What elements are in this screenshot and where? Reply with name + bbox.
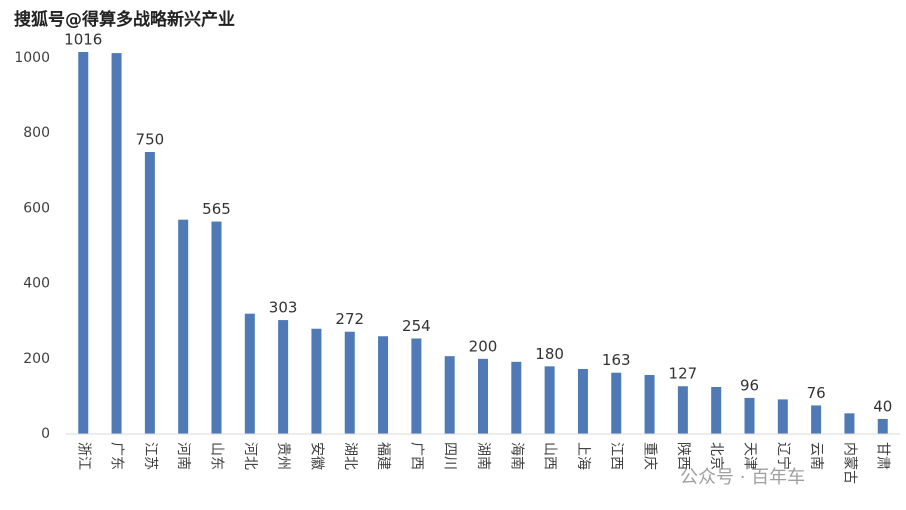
data-label: 163 — [602, 351, 631, 369]
bar — [378, 336, 389, 434]
x-tick-label: 陕西 — [675, 442, 691, 470]
x-tick-label: 湖北 — [342, 442, 358, 470]
x-tick-label: 安徽 — [308, 442, 324, 470]
bar — [677, 386, 688, 434]
x-tick-label: 贵州 — [275, 442, 291, 470]
bar — [411, 338, 422, 434]
bar — [144, 152, 155, 434]
bar — [544, 366, 555, 434]
y-tick-label: 1000 — [14, 50, 50, 66]
data-label: 565 — [202, 200, 231, 218]
bar — [711, 387, 722, 434]
data-label: 272 — [335, 310, 364, 328]
bar — [211, 221, 222, 434]
bar — [478, 358, 488, 434]
data-label: 254 — [402, 317, 431, 335]
x-tick-label: 上海 — [575, 442, 591, 470]
x-tick-label: 河南 — [175, 442, 191, 470]
data-label: 76 — [807, 384, 826, 402]
bar — [744, 397, 755, 434]
y-tick-label: 400 — [23, 276, 50, 292]
data-label: 96 — [740, 376, 759, 394]
bar — [444, 356, 455, 434]
watermark: 搜狐号@得算多战略新兴产业 — [14, 9, 235, 30]
x-tick-label: 湖南 — [475, 442, 491, 470]
bar — [278, 320, 289, 434]
y-tick-label: 200 — [23, 351, 50, 367]
bar — [844, 413, 855, 434]
data-label: 750 — [136, 131, 165, 149]
bar — [877, 418, 888, 434]
bar — [111, 53, 122, 434]
bar — [178, 219, 189, 434]
x-tick-label: 山东 — [209, 442, 225, 470]
x-tick-label: 福建 — [375, 442, 391, 470]
bar — [611, 372, 622, 434]
bar — [777, 399, 788, 434]
bar — [78, 51, 89, 434]
x-tick-label: 江苏 — [142, 442, 158, 470]
data-label: 1016 — [64, 30, 102, 48]
data-label: 303 — [269, 299, 298, 317]
x-tick-label: 海南 — [508, 442, 524, 470]
data-label: 180 — [535, 345, 564, 363]
x-tick-label: 四川 — [442, 442, 458, 470]
x-tick-label: 云南 — [808, 442, 824, 470]
bar — [644, 374, 655, 434]
x-tick-label: 重庆 — [642, 442, 658, 470]
bar — [311, 328, 322, 434]
x-tick-label: 山西 — [542, 442, 558, 470]
x-tick-label: 广东 — [109, 442, 125, 470]
x-tick-label: 江西 — [608, 442, 624, 470]
x-tick-label: 内蒙古 — [841, 442, 857, 484]
x-tick-label: 甘肃 — [875, 442, 891, 470]
x-tick-label: 天津 — [741, 442, 757, 470]
x-tick-label: 河北 — [242, 442, 258, 470]
data-label: 200 — [469, 337, 498, 355]
x-tick-label: 北京 — [708, 442, 724, 470]
bar — [344, 331, 355, 434]
x-tick-label: 辽宁 — [775, 442, 792, 470]
data-label: 40 — [873, 397, 892, 415]
y-tick-label: 0 — [41, 426, 50, 442]
bar — [811, 405, 822, 434]
bar — [244, 313, 255, 434]
y-tick-label: 800 — [23, 125, 50, 141]
y-tick-label: 600 — [23, 200, 50, 216]
x-tick-label: 广西 — [408, 442, 424, 470]
bar — [577, 368, 588, 434]
watermark: 公众号 · 百年车 — [680, 467, 805, 488]
x-tick-label: 浙江 — [75, 442, 91, 470]
data-label: 127 — [669, 365, 698, 383]
bar — [511, 361, 522, 434]
